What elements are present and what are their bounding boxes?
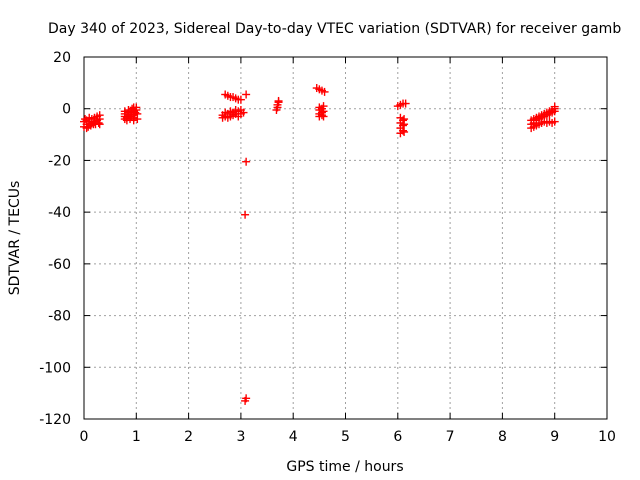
y-axis-label: SDTVAR / TECUs: [7, 181, 23, 296]
y-tick-label: -60: [48, 257, 71, 273]
data-point: [550, 102, 559, 111]
x-tick-label: 0: [80, 429, 89, 445]
chart-title: Day 340 of 2023, Sidereal Day-to-day VTE…: [48, 21, 621, 37]
y-tick-label: -100: [39, 360, 71, 376]
data-point: [236, 95, 245, 104]
x-tick-label: 10: [598, 429, 616, 445]
x-tick-label: 3: [236, 429, 245, 445]
y-tick-label: 20: [53, 50, 71, 66]
data-point: [550, 117, 559, 126]
data-point: [319, 102, 328, 111]
data-points: [80, 84, 559, 405]
x-tick-label: 2: [184, 429, 193, 445]
data-point: [94, 118, 103, 127]
y-tick-label: -20: [48, 153, 71, 169]
x-tick-label: 8: [498, 429, 507, 445]
y-tick-label: 0: [62, 102, 71, 118]
data-point: [95, 120, 104, 129]
x-tick-label: 9: [550, 429, 559, 445]
axis-ticks: [83, 56, 608, 420]
data-point: [274, 96, 283, 105]
data-point: [241, 396, 250, 405]
data-point: [129, 103, 138, 112]
x-tick-label: 6: [393, 429, 402, 445]
data-point: [241, 210, 250, 219]
x-tick-labels: 0 1 2 3 4 5 6 7 8 9 10: [80, 429, 616, 445]
x-tick-label: 7: [446, 429, 455, 445]
data-point: [242, 90, 251, 99]
data-point: [400, 115, 409, 124]
data-point: [239, 108, 248, 117]
y-tick-label: -80: [48, 309, 71, 325]
x-tick-label: 1: [132, 429, 141, 445]
y-tick-label: -40: [48, 205, 71, 221]
data-point: [133, 109, 142, 118]
data-point: [95, 111, 104, 120]
x-tick-label: 4: [289, 429, 298, 445]
data-point: [242, 157, 251, 166]
grid-lines: [84, 57, 607, 419]
y-tick-label: -120: [39, 412, 71, 428]
data-point: [401, 99, 410, 108]
data-point: [399, 116, 408, 125]
y-tick-labels: -120 -100 -80 -60 -40 -20 0 20: [39, 50, 71, 428]
x-axis-label: GPS time / hours: [286, 459, 403, 475]
data-point: [400, 127, 409, 136]
x-tick-label: 5: [341, 429, 350, 445]
data-point: [320, 87, 329, 96]
data-point: [81, 115, 90, 124]
